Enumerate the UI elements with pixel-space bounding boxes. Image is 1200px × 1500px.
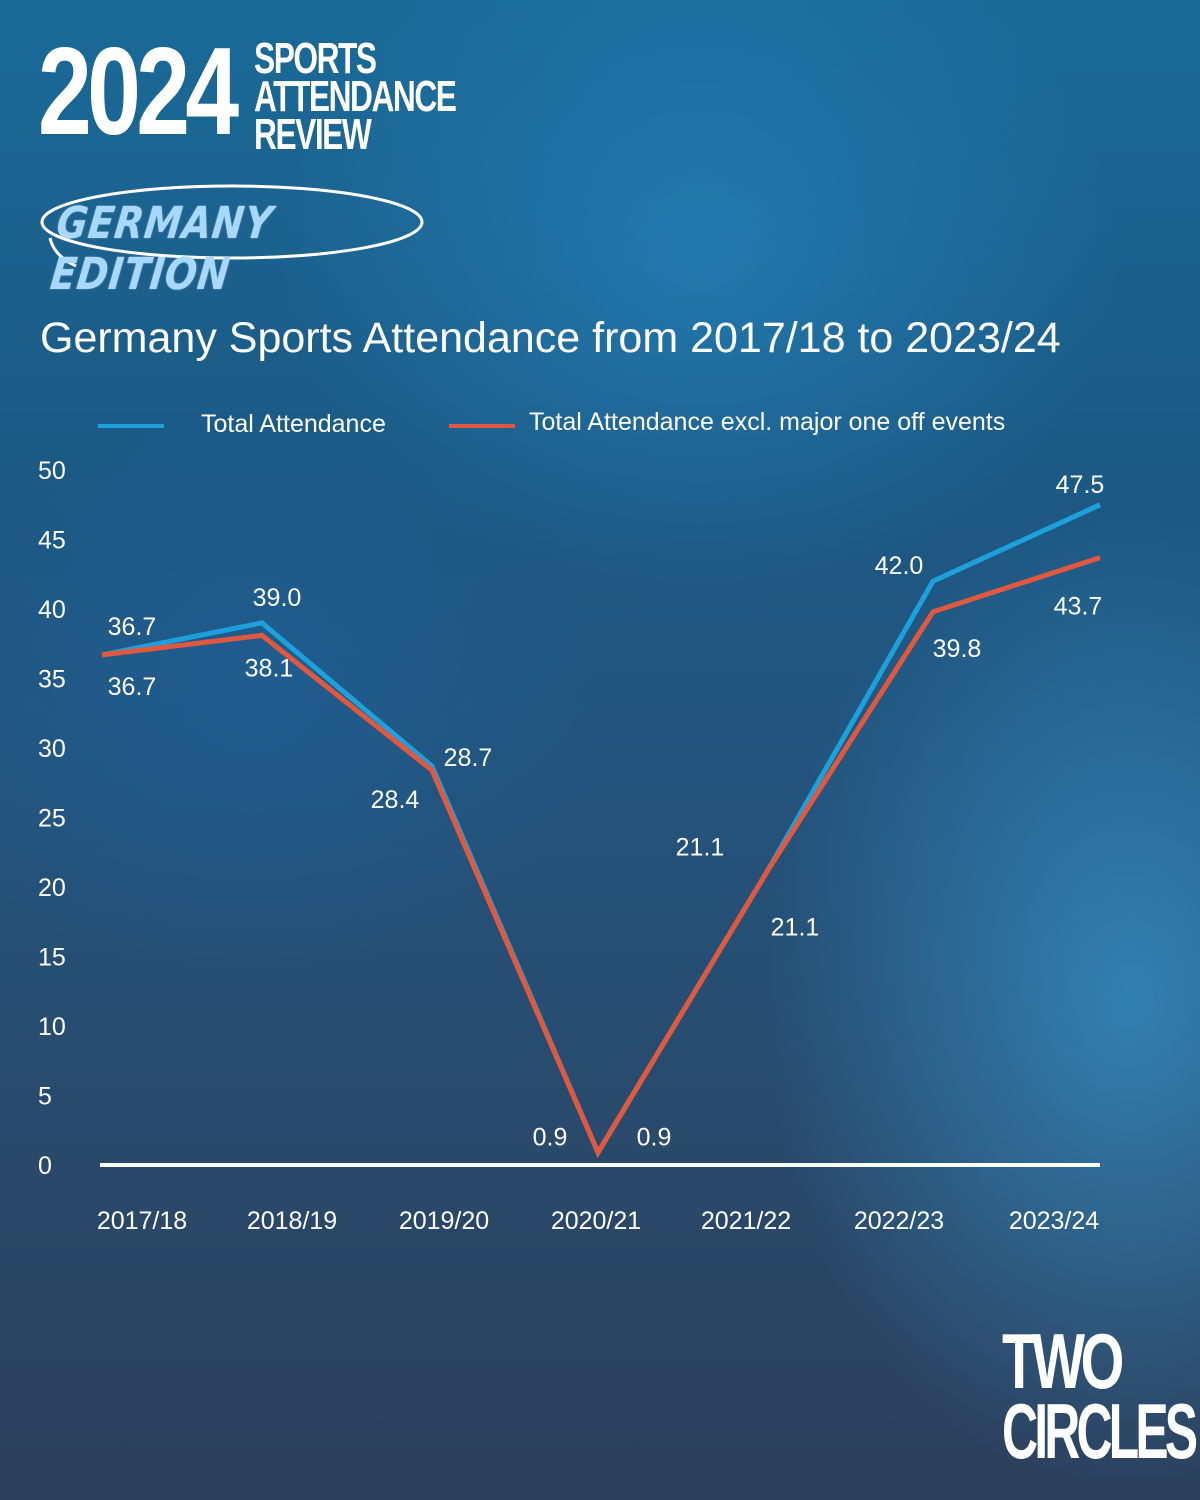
data-label-excl-2017/18: 36.7	[108, 673, 157, 701]
legend-swatch-excl	[449, 424, 515, 428]
y-tick-label-30: 30	[38, 735, 66, 763]
y-tick-label-25: 25	[38, 805, 66, 833]
two-circles-logo: TWO CIRCLES	[1000, 1317, 1198, 1472]
edition-oval-icon	[40, 184, 424, 268]
y-tick-label-50: 50	[38, 457, 66, 485]
y-tick-label-20: 20	[38, 874, 66, 902]
data-label-total-2017/18: 36.7	[108, 613, 157, 641]
data-label-total-2018/19: 39.0	[253, 584, 302, 612]
x-tick-label-2021/22: 2021/22	[701, 1207, 791, 1235]
x-tick-label-2018/19: 2018/19	[247, 1207, 337, 1235]
chart-title: Germany Sports Attendance from 2017/18 t…	[40, 314, 1061, 362]
x-tick-label-2020/21: 2020/21	[551, 1207, 641, 1235]
legend-swatch-total	[98, 424, 164, 428]
y-tick-label-35: 35	[38, 666, 66, 694]
x-tick-label-2023/24: 2023/24	[1009, 1207, 1099, 1235]
brand-title: SPORTS ATTENDANCE REVIEW	[254, 34, 457, 159]
data-label-total-2022/23: 42.0	[875, 552, 924, 580]
data-label-excl-2019/20: 28.4	[371, 786, 420, 814]
y-tick-label-45: 45	[38, 527, 66, 555]
data-label-excl-2022/23: 39.8	[933, 635, 982, 663]
data-label-total-2021/22: 21.1	[676, 834, 725, 862]
edition-badge: GERMANY EDITION	[36, 178, 428, 300]
y-tick-label-0: 0	[38, 1152, 52, 1180]
data-label-total-2019/20: 28.7	[444, 744, 493, 772]
y-tick-label-40: 40	[38, 596, 66, 624]
legend-label-total: Total Attendance	[201, 410, 386, 438]
logo-line-circles: CIRCLES	[1002, 1387, 1198, 1475]
x-tick-label-2019/20: 2019/20	[399, 1207, 489, 1235]
x-tick-label-2017/18: 2017/18	[97, 1207, 187, 1235]
data-label-excl-2021/22: 21.1	[771, 914, 820, 942]
brand-year: 2024	[38, 23, 239, 161]
y-tick-label-15: 15	[38, 944, 66, 972]
y-tick-label-5: 5	[38, 1083, 52, 1111]
y-tick-label-10: 10	[38, 1013, 66, 1041]
data-label-excl-2023/24: 43.7	[1054, 593, 1103, 621]
brand-line-attendance: ATTENDANCE	[254, 71, 457, 121]
x-tick-label-2022/23: 2022/23	[854, 1207, 944, 1235]
data-label-total-2020/21: 0.9	[533, 1123, 568, 1151]
data-label-excl-2020/21: 0.9	[637, 1123, 672, 1151]
brand-line-review: REVIEW	[254, 109, 372, 159]
data-label-total-2023/24: 47.5	[1056, 471, 1105, 499]
brand-line-sports: SPORTS	[254, 34, 377, 83]
logo-line-two: TWO	[1002, 1317, 1124, 1405]
legend-label-excl: Total Attendance excl. major one off eve…	[529, 408, 1006, 436]
data-label-excl-2018/19: 38.1	[245, 654, 294, 682]
series-line-excl	[101, 555, 1101, 1158]
